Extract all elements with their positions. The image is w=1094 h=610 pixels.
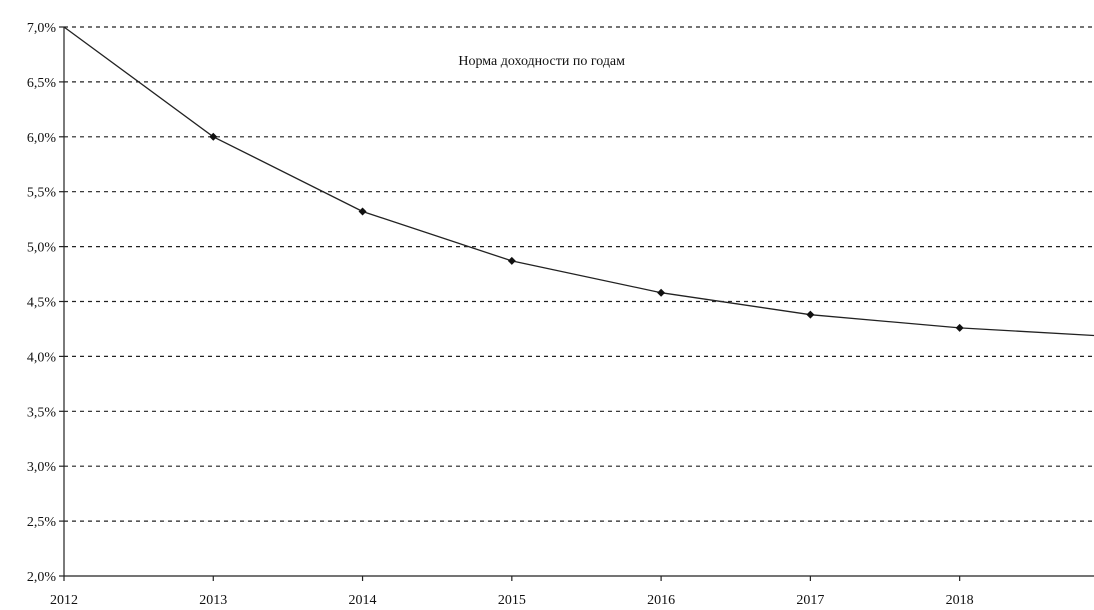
data-point-marker bbox=[209, 132, 218, 141]
x-tick-label: 2015 bbox=[498, 593, 526, 608]
data-point-marker bbox=[358, 207, 367, 216]
x-tick-label: 2016 bbox=[647, 593, 675, 608]
y-tick-label: 4,0% bbox=[27, 350, 57, 365]
data-point-marker bbox=[657, 288, 666, 297]
chart-title: Норма доходности по годам bbox=[458, 54, 625, 69]
x-tick-label: 2014 bbox=[349, 593, 377, 608]
x-tick-label: 2013 bbox=[199, 593, 227, 608]
series-layer bbox=[63, 26, 1094, 337]
y-tick-label: 5,5% bbox=[27, 186, 57, 201]
tick-labels: 2,0% 2,5% 3,0% 3,5% 4,0% 4,5% 5,0% 5,5% 6,0% 6,5%… bbox=[27, 21, 974, 608]
y-tick-label: 2,5% bbox=[27, 515, 57, 530]
x-tick-label: 2017 bbox=[796, 593, 824, 608]
axes bbox=[59, 26, 1094, 581]
data-point-marker bbox=[507, 256, 516, 265]
y-tick-label: 4,5% bbox=[27, 296, 57, 311]
y-tick-label: 3,5% bbox=[27, 405, 57, 420]
x-tick-label: 2018 bbox=[946, 593, 974, 608]
data-point-marker bbox=[806, 310, 815, 319]
y-tick-label: 6,5% bbox=[27, 76, 57, 91]
x-tick-label: 2012 bbox=[50, 593, 78, 608]
y-tick-label: 3,0% bbox=[27, 460, 57, 475]
y-tick-label: 2,0% bbox=[27, 570, 57, 585]
y-tick-label: 5,0% bbox=[27, 241, 57, 256]
series-line bbox=[63, 26, 1094, 337]
y-tick-label: 7,0% bbox=[27, 21, 57, 36]
grid-lines bbox=[64, 26, 1094, 522]
data-point-marker bbox=[955, 323, 964, 332]
y-tick-label: 6,0% bbox=[27, 131, 57, 146]
